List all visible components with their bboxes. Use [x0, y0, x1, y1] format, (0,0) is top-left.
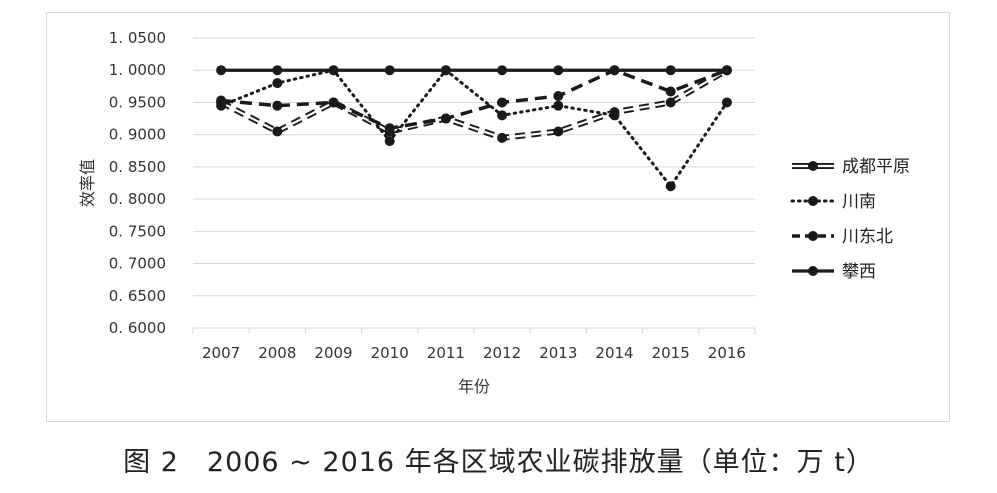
data-point	[497, 97, 508, 108]
data-point	[721, 65, 732, 76]
data-point	[665, 65, 676, 76]
legend-swatch-marker	[808, 196, 818, 206]
data-point	[440, 65, 451, 76]
figure-caption: 图 2 2006 ~ 2016 年各区域农业碳排放量（单位：万 t）	[123, 447, 874, 478]
data-point	[665, 181, 676, 192]
x-tick-label: 2013	[539, 344, 577, 362]
x-tick-label: 2008	[258, 344, 296, 362]
data-point	[497, 65, 508, 76]
data-point	[609, 110, 620, 121]
x-tick-label: 2011	[427, 344, 465, 362]
legend-label: 攀西	[842, 262, 876, 282]
data-point	[440, 113, 451, 124]
y-tick-label: 1. 0500	[109, 29, 166, 47]
series-line	[220, 68, 728, 131]
y-tick-label: 0. 8000	[109, 190, 166, 208]
data-point	[272, 126, 283, 137]
x-tick-label: 2012	[483, 344, 521, 362]
x-tick-label: 2010	[371, 344, 409, 362]
legend-swatch-marker	[808, 161, 818, 171]
x-axis-title: 年份	[458, 377, 490, 396]
y-tick-label: 0. 9500	[109, 93, 166, 111]
y-axis-title: 效率值	[78, 159, 97, 207]
y-tick-label: 1. 0000	[109, 61, 166, 79]
legend-swatch-marker	[808, 266, 818, 276]
data-point	[384, 65, 395, 76]
legend-label: 成都平原	[842, 157, 910, 177]
data-point	[384, 136, 395, 147]
y-tick-label: 0. 7000	[109, 255, 166, 273]
data-point	[553, 91, 564, 101]
data-point	[609, 65, 620, 76]
series-line	[220, 69, 728, 140]
data-point	[328, 97, 339, 108]
legend-swatch-marker	[808, 231, 818, 241]
data-point	[216, 65, 227, 76]
data-point	[553, 126, 564, 137]
legend-label: 川南	[842, 192, 876, 212]
data-point	[497, 132, 508, 143]
y-tick-label: 0. 6000	[109, 319, 166, 337]
x-tick-label: 2015	[652, 344, 690, 362]
y-tick-label: 0. 7500	[109, 222, 166, 240]
y-tick-label: 0. 6500	[109, 287, 166, 305]
data-point	[216, 95, 227, 106]
legend-label: 川东北	[842, 227, 893, 247]
line-chart: 1. 0500 1. 0000 0. 9500 0. 9000 0. 8500 0. 80…	[78, 29, 910, 396]
data-point	[497, 110, 508, 121]
x-tick-label: 2007	[202, 344, 240, 362]
data-point	[553, 100, 564, 111]
chart-frame	[46, 12, 950, 422]
data-point	[665, 86, 676, 97]
data-point	[328, 65, 339, 76]
x-tick-label: 2009	[314, 344, 352, 362]
y-tick-label: 0. 8500	[109, 158, 166, 176]
data-point	[665, 97, 676, 108]
x-tick-label: 2016	[708, 344, 746, 362]
y-tick-label: 0. 9000	[109, 126, 166, 144]
x-tick-label: 2014	[595, 344, 633, 362]
data-point	[272, 78, 283, 89]
data-point	[272, 100, 283, 111]
data-point	[553, 65, 564, 76]
data-point	[384, 123, 395, 134]
data-point	[272, 65, 283, 76]
data-point	[721, 97, 732, 108]
